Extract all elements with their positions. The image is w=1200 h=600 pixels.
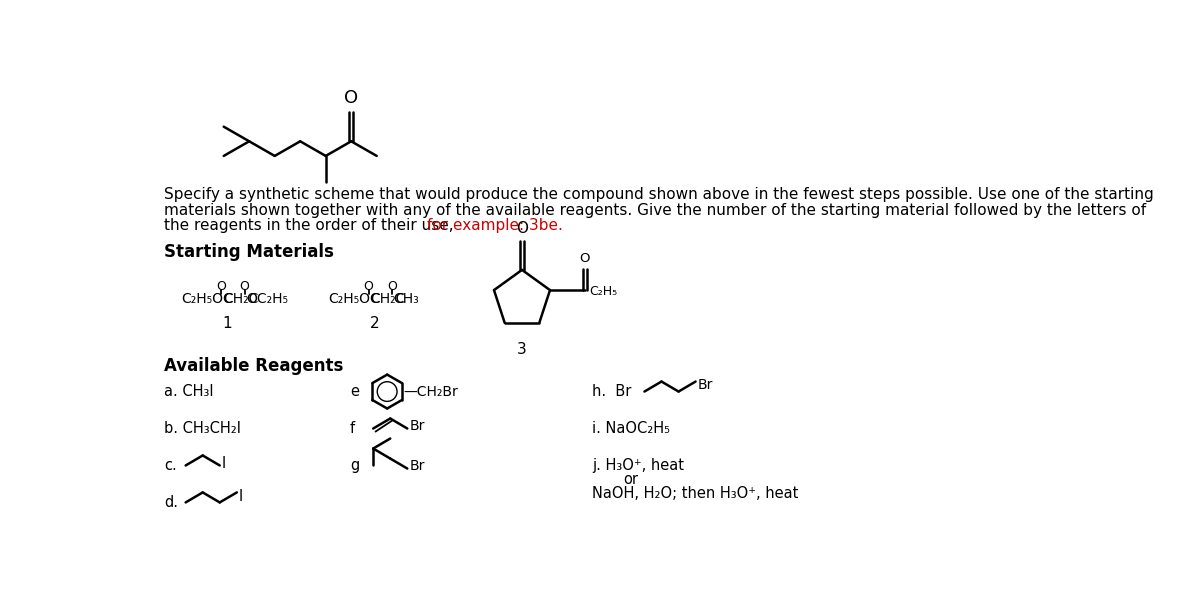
- Text: C₂H₅OC: C₂H₅OC: [329, 292, 380, 306]
- Text: materials shown together with any of the available reagents. Give the number of : materials shown together with any of the…: [164, 203, 1146, 218]
- Text: Starting Materials: Starting Materials: [164, 243, 334, 261]
- Text: O: O: [344, 89, 359, 107]
- Text: h.  Br: h. Br: [592, 384, 631, 399]
- Text: O: O: [216, 280, 227, 293]
- Text: O: O: [580, 251, 590, 265]
- Text: C₂H₅: C₂H₅: [589, 285, 617, 298]
- Text: Br: Br: [409, 459, 425, 473]
- Text: CH₃: CH₃: [394, 292, 419, 306]
- Text: —CH₂Br: —CH₂Br: [403, 385, 458, 400]
- Text: O: O: [364, 280, 373, 293]
- Text: O: O: [516, 221, 528, 236]
- Text: 3: 3: [517, 342, 527, 357]
- Text: Br: Br: [698, 379, 713, 392]
- Text: e: e: [350, 384, 359, 399]
- Text: Specify a synthetic scheme that would produce the compound shown above in the fe: Specify a synthetic scheme that would pr…: [164, 187, 1153, 202]
- Text: b. CH₃CH₂I: b. CH₃CH₂I: [164, 421, 241, 436]
- Text: f: f: [350, 421, 355, 436]
- Text: 2: 2: [370, 316, 379, 331]
- Text: g: g: [350, 458, 359, 473]
- Text: i. NaOC₂H₅: i. NaOC₂H₅: [592, 421, 670, 436]
- Text: j. H₃O⁺, heat: j. H₃O⁺, heat: [592, 458, 684, 473]
- Text: C₂H₅OC: C₂H₅OC: [181, 292, 233, 306]
- Text: NaOH, H₂O; then H₃O⁺, heat: NaOH, H₂O; then H₃O⁺, heat: [592, 485, 798, 500]
- Text: 1: 1: [223, 316, 233, 331]
- Text: I: I: [222, 455, 227, 470]
- Text: I: I: [239, 489, 244, 504]
- Text: OC₂H₅: OC₂H₅: [246, 292, 288, 306]
- Text: O: O: [386, 280, 397, 293]
- Text: CH₂C: CH₂C: [223, 292, 258, 306]
- Text: or: or: [623, 472, 637, 487]
- Text: a. CH₃I: a. CH₃I: [164, 384, 214, 399]
- Text: the reagents in the order of their use,: the reagents in the order of their use,: [164, 218, 458, 233]
- Text: CH₂C: CH₂C: [370, 292, 406, 306]
- Text: c.: c.: [164, 458, 176, 473]
- Text: d.: d.: [164, 495, 178, 510]
- Text: Br: Br: [409, 419, 425, 433]
- Text: O: O: [240, 280, 250, 293]
- Text: Available Reagents: Available Reagents: [164, 357, 343, 375]
- Text: for example: 3be.: for example: 3be.: [427, 218, 563, 233]
